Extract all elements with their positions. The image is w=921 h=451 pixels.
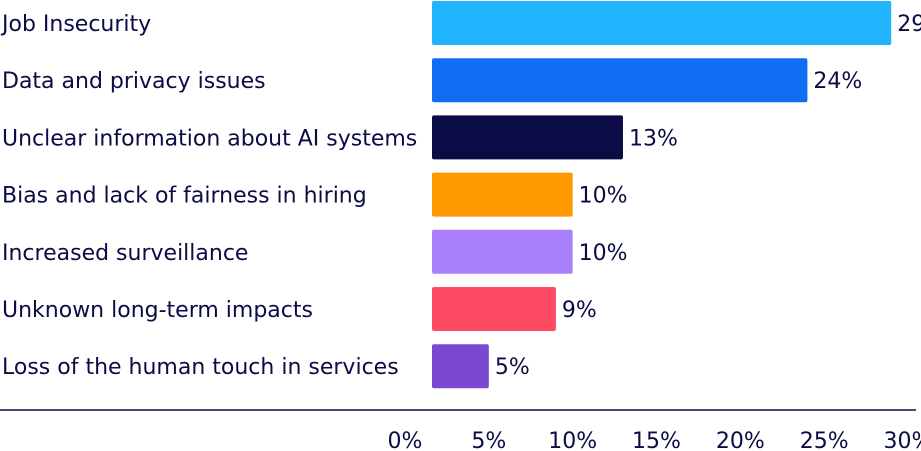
bar-7	[432, 344, 489, 389]
category-label-7: Loss of the human touch in services	[2, 355, 399, 380]
x-axis-ticks: 0% 5% 10% 15% 20% 25% 30%	[388, 429, 921, 451]
bar-4	[432, 172, 573, 217]
x-tick-label-1: 0%	[388, 429, 423, 451]
category-label-2: Data and privacy issues	[2, 69, 266, 94]
bar-1	[432, 1, 892, 45]
value-label-2: 24%	[813, 69, 862, 94]
value-label-1: 29%	[897, 12, 921, 37]
value-label-6: 9%	[562, 298, 597, 323]
x-tick-label-2: 5%	[471, 429, 506, 451]
bar-5	[432, 229, 573, 274]
value-label-7: 5%	[495, 355, 530, 380]
bar-2	[432, 58, 808, 103]
x-tick-label-5: 20%	[716, 429, 765, 451]
category-label-6: Unknown long-term impacts	[2, 298, 313, 323]
category-labels: Job Insecurity Data and privacy issues Unc…	[0, 12, 417, 380]
category-label-4: Bias and lack of fairness in hiring	[2, 184, 367, 209]
x-tick-label-4: 15%	[632, 429, 681, 451]
value-label-4: 10%	[579, 184, 628, 209]
x-tick-label-6: 25%	[800, 429, 849, 451]
value-label-3: 13%	[629, 126, 678, 151]
bar-3	[432, 115, 623, 160]
value-labels: 29% 24% 13% 10% 10% 9% 5%	[495, 12, 921, 380]
bars-group	[432, 1, 892, 389]
bar-6	[432, 287, 556, 331]
x-tick-label-3: 10%	[548, 429, 597, 451]
category-label-1: Job Insecurity	[0, 12, 151, 37]
category-label-3: Unclear information about AI systems	[2, 126, 417, 151]
category-label-5: Increased surveillance	[2, 241, 248, 266]
value-label-5: 10%	[579, 241, 628, 266]
x-tick-label-7: 30%	[884, 429, 921, 451]
